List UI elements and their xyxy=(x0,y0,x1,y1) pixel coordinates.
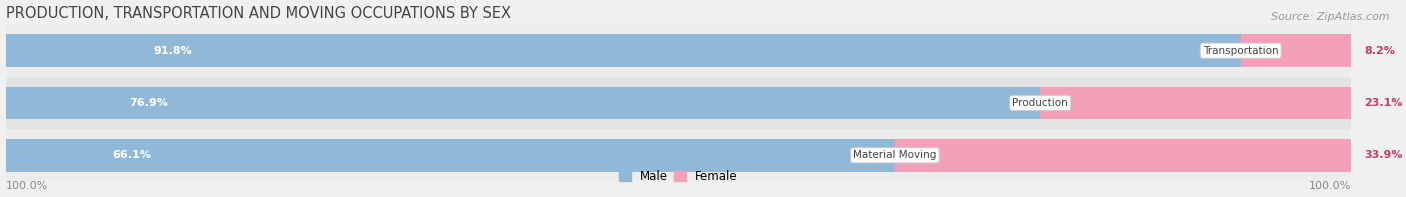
Text: Material Moving: Material Moving xyxy=(853,150,936,160)
Legend: Male, Female: Male, Female xyxy=(614,166,742,188)
Text: Production: Production xyxy=(1012,98,1069,108)
Text: 100.0%: 100.0% xyxy=(1309,181,1351,191)
Text: 76.9%: 76.9% xyxy=(129,98,169,108)
Text: 8.2%: 8.2% xyxy=(1364,46,1395,56)
Text: 100.0%: 100.0% xyxy=(6,181,48,191)
Bar xyxy=(6,77,1351,129)
Text: 33.9%: 33.9% xyxy=(1364,150,1403,160)
Bar xyxy=(6,34,1240,67)
Text: Source: ZipAtlas.com: Source: ZipAtlas.com xyxy=(1271,12,1389,22)
Text: PRODUCTION, TRANSPORTATION AND MOVING OCCUPATIONS BY SEX: PRODUCTION, TRANSPORTATION AND MOVING OC… xyxy=(6,6,510,20)
Text: 23.1%: 23.1% xyxy=(1364,98,1403,108)
Bar xyxy=(6,24,1351,77)
Bar xyxy=(6,87,1040,119)
Text: 91.8%: 91.8% xyxy=(153,46,193,56)
Bar xyxy=(896,139,1351,172)
Bar xyxy=(1240,34,1351,67)
Text: 66.1%: 66.1% xyxy=(112,150,152,160)
Bar xyxy=(1040,87,1351,119)
Text: Transportation: Transportation xyxy=(1204,46,1278,56)
Bar xyxy=(6,129,1351,181)
Bar xyxy=(6,139,896,172)
